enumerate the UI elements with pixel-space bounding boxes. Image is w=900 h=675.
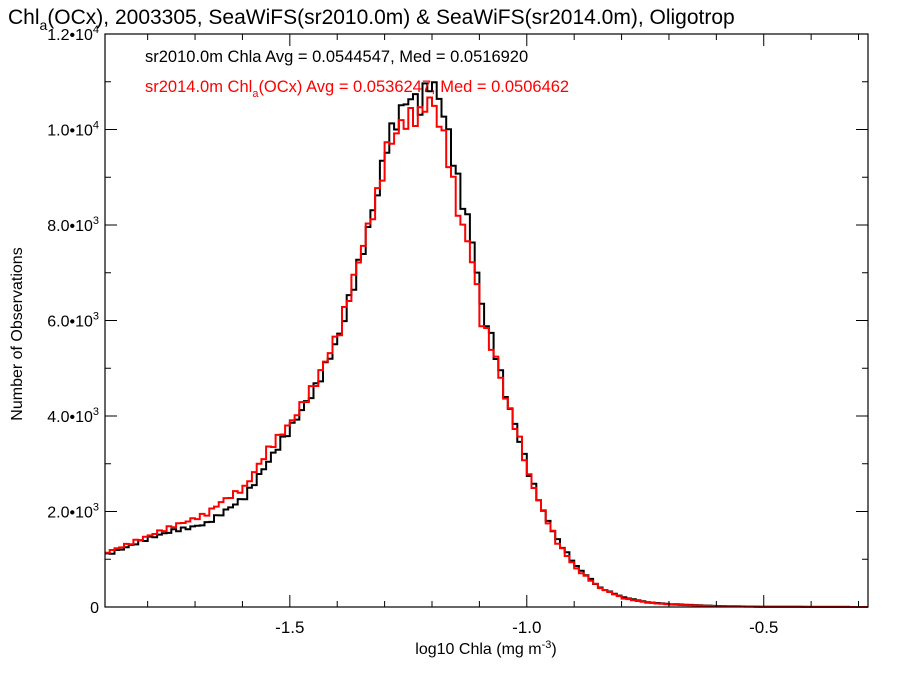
series-1-line xyxy=(105,96,868,608)
x-axis-label-text: log10 Chla (mg m xyxy=(415,641,541,658)
x-tick-label: -0.5 xyxy=(749,618,778,637)
y-tick-label: 1.2•104 xyxy=(47,24,99,44)
x-axis-label: log10 Chla (mg m-3) xyxy=(415,639,556,658)
annotation-black-stats: sr2010.0m Chla Avg = 0.0544547, Med = 0.… xyxy=(145,48,528,66)
y-tick-label: 0 xyxy=(90,600,99,617)
y-tick-label: 1.0•104 xyxy=(47,120,99,140)
y-tick-label: 8.0•103 xyxy=(47,215,99,235)
annotation-black-text: sr2010.0m Chla Avg = 0.0544547, Med = 0.… xyxy=(145,48,528,66)
x-tick-label: -1.5 xyxy=(275,618,304,637)
annotation-red-subscript: a xyxy=(252,88,259,100)
plot-area xyxy=(105,81,868,608)
y-axis-label: Number of Observations xyxy=(9,247,26,420)
x-axis-label-text-rest: ) xyxy=(551,641,556,658)
axes: -1.5 -1.0 -0.5 0 2.0•103 4.0•103 6.0•103 8.0•10… xyxy=(47,24,868,637)
y-tick-label: 2.0•103 xyxy=(47,502,99,522)
x-axis-label-superscript: -3 xyxy=(542,639,552,651)
y-tick-label: 6.0•103 xyxy=(47,311,99,331)
annotation-red-text-rest: (OCx) Avg = 0.0536247, Med = 0.0506462 xyxy=(258,78,569,96)
title-text-rest: (OCx), 2003305, SeaWiFS(sr2010.0m) & Sea… xyxy=(47,6,734,29)
annotation-red-text: sr2014.0m Chl xyxy=(145,78,252,96)
annotation-red-stats: sr2014.0m Chla(OCx) Avg = 0.0536247, Med… xyxy=(145,78,569,100)
plot-frame xyxy=(104,33,869,608)
chart-title: Chla(OCx), 2003305, SeaWiFS(sr2010.0m) &… xyxy=(8,6,735,33)
series-0-line xyxy=(105,81,868,608)
title-subscript: a xyxy=(40,17,48,33)
x-tick-label: -1.0 xyxy=(512,618,541,637)
y-tick-label: 4.0•103 xyxy=(47,406,99,426)
title-text: Chl xyxy=(8,6,40,29)
